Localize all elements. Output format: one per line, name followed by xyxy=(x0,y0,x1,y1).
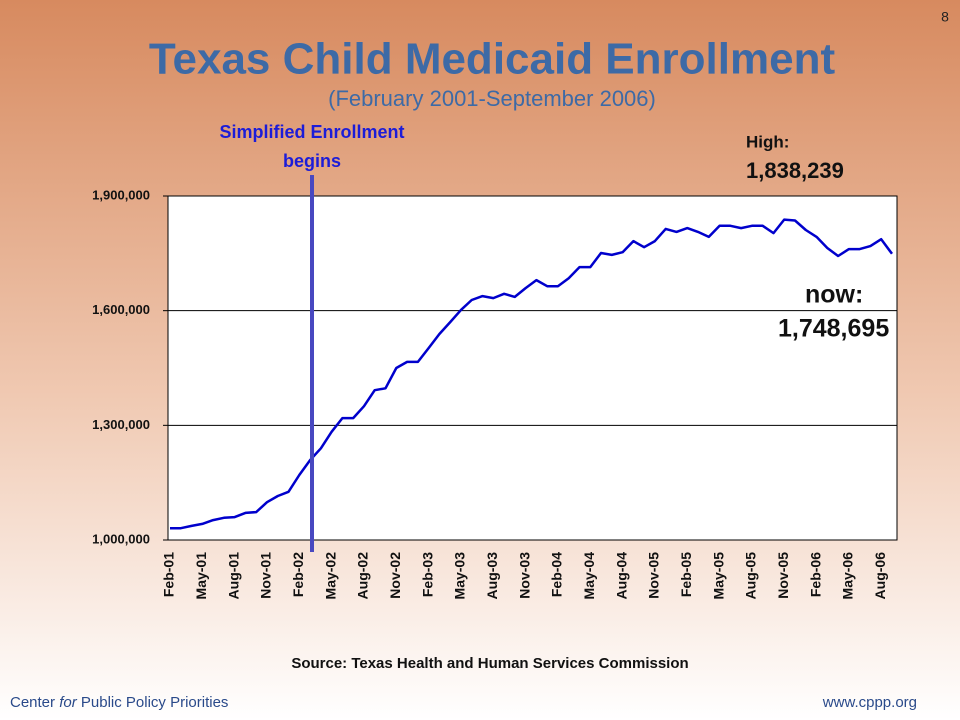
footer-text: for xyxy=(59,694,78,711)
chart-subtitle: (February 2001-September 2006) xyxy=(328,86,656,111)
x-tick-label: Feb-04 xyxy=(549,552,565,597)
y-tick-label: 1,600,000 xyxy=(92,302,150,317)
x-tick-label: May-05 xyxy=(710,552,726,600)
high-annotation: High: xyxy=(746,132,789,151)
x-tick-label: Aug-02 xyxy=(355,552,371,600)
x-tick-label: May-06 xyxy=(840,552,856,600)
y-tick-label: 1,300,000 xyxy=(92,417,150,432)
source: Source: Texas Health and Human Services … xyxy=(291,655,688,672)
x-tick-label: May-03 xyxy=(452,552,468,600)
x-tick-label: May-01 xyxy=(193,552,209,600)
chart-title: Texas Child Medicaid Enrollment xyxy=(149,35,836,84)
footer-right: www.cppp.org xyxy=(822,694,917,711)
x-tick-label: Feb-06 xyxy=(807,552,823,597)
event-annotation: begins xyxy=(283,151,341,171)
footer-left: Center for Public Policy Priorities xyxy=(10,694,228,711)
x-tick-label: Nov-02 xyxy=(387,552,403,599)
x-tick-label: Feb-03 xyxy=(419,552,435,597)
x-tick-label: Feb-02 xyxy=(290,552,306,597)
x-tick-label: May-02 xyxy=(322,552,338,600)
x-tick-label: Nov-01 xyxy=(258,552,274,599)
event-annotation: Simplified Enrollment xyxy=(219,122,404,142)
data-line xyxy=(170,218,894,530)
x-tick-label: Feb-01 xyxy=(161,552,177,597)
footer-text: Center xyxy=(10,694,55,711)
plot-area xyxy=(167,195,898,541)
x-tick-label: Aug-01 xyxy=(225,552,241,600)
x-tick-label: Aug-06 xyxy=(872,552,888,600)
x-tick-label: Aug-05 xyxy=(743,552,759,600)
x-tick-label: Nov-03 xyxy=(516,552,532,599)
grid: 1,000,000 1,300,000 1,600,000 1,900,000 Feb-… xyxy=(92,187,897,599)
x-tick-label: Nov-05 xyxy=(646,552,662,599)
y-tick-label: 1,000,000 xyxy=(92,531,150,546)
marks xyxy=(170,218,894,530)
x-tick-label: Nov-05 xyxy=(775,552,791,599)
page-number: 8 xyxy=(941,9,949,25)
x-tick-label: Aug-04 xyxy=(613,552,629,600)
x-tick-label: Feb-05 xyxy=(678,552,694,597)
y-tick-label: 1,900,000 xyxy=(92,187,150,202)
x-tick-label: May-04 xyxy=(581,552,597,600)
x-tick-label: Aug-03 xyxy=(484,552,500,600)
footer-text: Public Policy Priorities xyxy=(81,694,229,711)
now-annotation: 1,748,695 xyxy=(778,315,889,343)
high-annotation: 1,838,239 xyxy=(746,158,844,183)
now-annotation: now: xyxy=(805,281,863,309)
